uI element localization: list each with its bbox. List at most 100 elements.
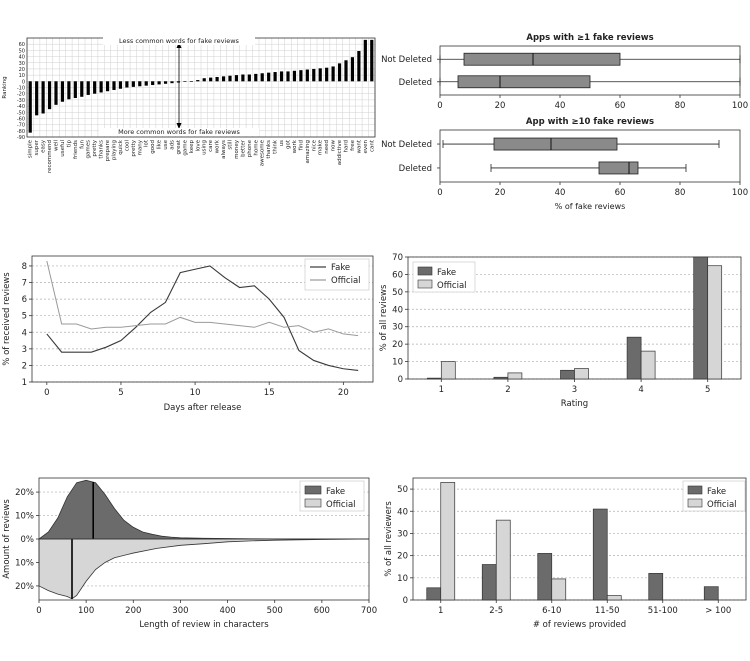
y-tick-label: -50: [17, 110, 25, 116]
bar-word: [370, 39, 374, 82]
annotation-bottom: More common words for fake reviews: [118, 128, 240, 136]
x-tick-label: 20: [338, 388, 349, 398]
bar-official: [495, 519, 511, 601]
x-tick-label: 0: [36, 606, 41, 616]
x-tick-label: 40: [555, 188, 566, 198]
x-tick-label: > 100: [705, 606, 731, 616]
bar-word: [331, 66, 335, 82]
bar-word: [221, 76, 226, 82]
y-tick-label: 7: [22, 279, 27, 289]
bar-word: [86, 81, 90, 95]
x-tick-label: cool: [124, 140, 130, 152]
y-category-label: Deleted: [399, 78, 432, 88]
x-tick-label: still: [228, 140, 234, 150]
y-tick-label: 10: [397, 574, 408, 584]
box-iqr: [457, 75, 591, 89]
x-tick-label: 6-10: [542, 606, 561, 616]
x-tick-label: love: [195, 139, 201, 151]
x-tick-label: 4: [638, 385, 643, 395]
x-axis-label: Days after release: [164, 403, 242, 413]
x-tick-label: super: [34, 139, 40, 155]
bar-official: [707, 265, 723, 380]
y-tick-label: 10%: [15, 558, 34, 568]
x-tick-label: 600: [314, 606, 330, 616]
bar-fake: [426, 587, 442, 601]
x-tick-label: addictive: [337, 139, 343, 165]
bar-fake: [592, 508, 608, 601]
x-tick-label: 11-50: [595, 606, 620, 616]
y-category-label: Not Deleted: [381, 55, 432, 65]
y-tick-label: 60: [19, 42, 25, 48]
y-tick-label: 30: [397, 529, 408, 539]
x-tick-label: 60: [615, 188, 626, 198]
x-tick-label: find: [298, 140, 304, 150]
x-tick-label: 20: [495, 188, 506, 198]
x-tick-label: 5: [705, 385, 710, 395]
bar-word: [105, 81, 110, 92]
x-tick-label: cant: [369, 139, 375, 152]
x-tick-label: want: [356, 139, 362, 153]
bar-word: [35, 81, 39, 116]
bar-word: [73, 81, 77, 99]
y-tick-label: 40: [392, 305, 403, 315]
x-tick-label: well: [54, 140, 60, 151]
x-tick-label: now: [331, 140, 337, 152]
x-axis-label: Length of review in characters: [139, 620, 269, 630]
x-tick-label: game: [182, 139, 188, 155]
y-tick-label: 20: [392, 340, 403, 350]
bar-word: [138, 81, 142, 87]
y-tick-label: 50: [397, 485, 408, 495]
y-tick-label: 30: [19, 61, 25, 67]
y-tick-label: 20%: [15, 582, 34, 592]
y-tick-label: 20: [19, 67, 25, 73]
legend-box: [304, 258, 370, 291]
x-tick-label: home: [253, 139, 259, 155]
y-tick-label: 60: [392, 270, 403, 280]
bar-word: [279, 71, 284, 82]
x-tick-label: lot: [144, 139, 150, 147]
annotation-bg: [99, 128, 259, 136]
x-tick-label: ads: [170, 140, 176, 150]
bar-word: [183, 81, 187, 82]
bar-word: [189, 81, 193, 82]
bar-fake: [481, 564, 497, 601]
bar-word: [93, 81, 97, 94]
bar-word: [234, 75, 239, 82]
bar-word: [170, 81, 174, 84]
bar-official: [551, 578, 567, 601]
x-tick-label: 200: [125, 606, 141, 616]
legend-swatch-official: [304, 498, 322, 508]
legend-swatch-official: [417, 279, 433, 289]
bar-word: [318, 68, 322, 82]
x-tick-label: 20: [495, 101, 506, 111]
legend-label-official: Official: [326, 500, 356, 510]
bar-word: [157, 81, 161, 85]
x-tick-label: 0: [437, 188, 442, 198]
x-tick-label: better: [240, 139, 246, 157]
bar-word: [80, 81, 84, 97]
y-tick-label: 30: [392, 323, 403, 333]
x-tick-label: amazing: [305, 140, 311, 164]
x-tick-label: pretty: [131, 139, 137, 156]
x-tick-label: always: [221, 140, 227, 159]
x-tick-label: 40: [555, 101, 566, 111]
x-tick-label: 15: [264, 388, 275, 398]
bar-official: [440, 482, 456, 601]
bar-word: [273, 72, 277, 82]
y-tick-label: 0: [398, 375, 403, 385]
x-tick-label: good: [150, 140, 156, 154]
x-tick-label: 5: [118, 388, 123, 398]
bar-official: [507, 372, 523, 380]
bar-word: [99, 81, 103, 93]
bar-word: [131, 81, 135, 87]
y-tick-label: -70: [17, 123, 25, 129]
x-tick-label: 100: [732, 101, 748, 111]
x-tick-label: 60: [615, 101, 626, 111]
x-tick-label: 100: [732, 188, 748, 198]
y-tick-label: 70: [392, 253, 403, 263]
line-series-fake: [46, 265, 359, 371]
annotation-arrow-down: [176, 123, 182, 129]
y-tick-label: 0: [403, 596, 408, 606]
x-tick-label: quick: [118, 139, 124, 155]
line-series-official: [46, 260, 359, 337]
